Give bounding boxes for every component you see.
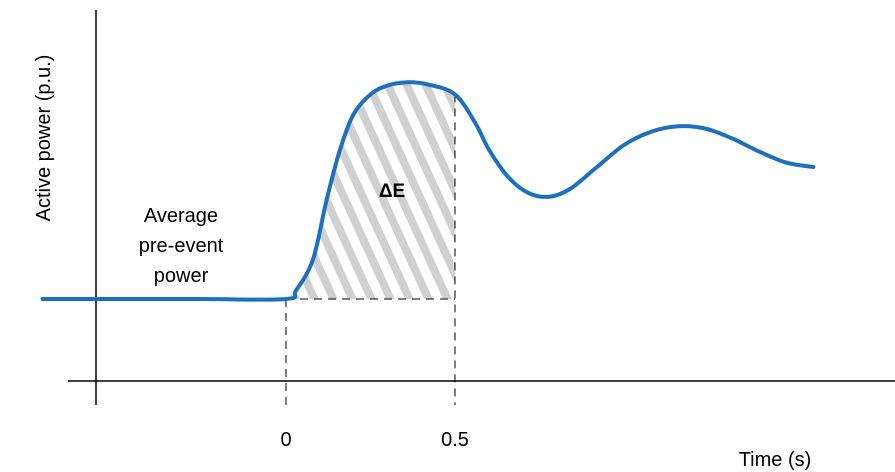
hatch-stripe [390, 82, 455, 299]
hatch-stripe [447, 82, 455, 299]
hatch-stripe [0, 57, 110, 309]
hatch-stripe [352, 82, 455, 299]
x-tick-label-0: 0 [280, 429, 291, 451]
y-axis-label: Active power (p.u.) [33, 55, 55, 222]
baseline-label-line-3: power [154, 265, 209, 287]
hatch-stripe [14, 57, 129, 309]
baseline-label-line-1: Average [144, 205, 218, 227]
hatch-stripe [286, 82, 342, 299]
hatch-stripe [286, 82, 323, 299]
hatch-stripe [428, 82, 455, 299]
hatch-stripe [508, 57, 623, 309]
hatch-stripe [409, 82, 455, 299]
delta-e-label: ΔE [379, 181, 405, 202]
x-axis-label: Time (s) [739, 449, 812, 471]
active-power-series-line [40, 80, 816, 302]
hatch-stripe [470, 57, 585, 309]
hatch-stripe [371, 82, 455, 299]
hatch-stripe [489, 57, 604, 309]
x-tick-label-0.5: 0.5 [441, 429, 469, 451]
hatch-stripe [527, 57, 642, 309]
baseline-label-line-2: pre-event [139, 235, 224, 257]
hatch-stripe [52, 57, 167, 309]
